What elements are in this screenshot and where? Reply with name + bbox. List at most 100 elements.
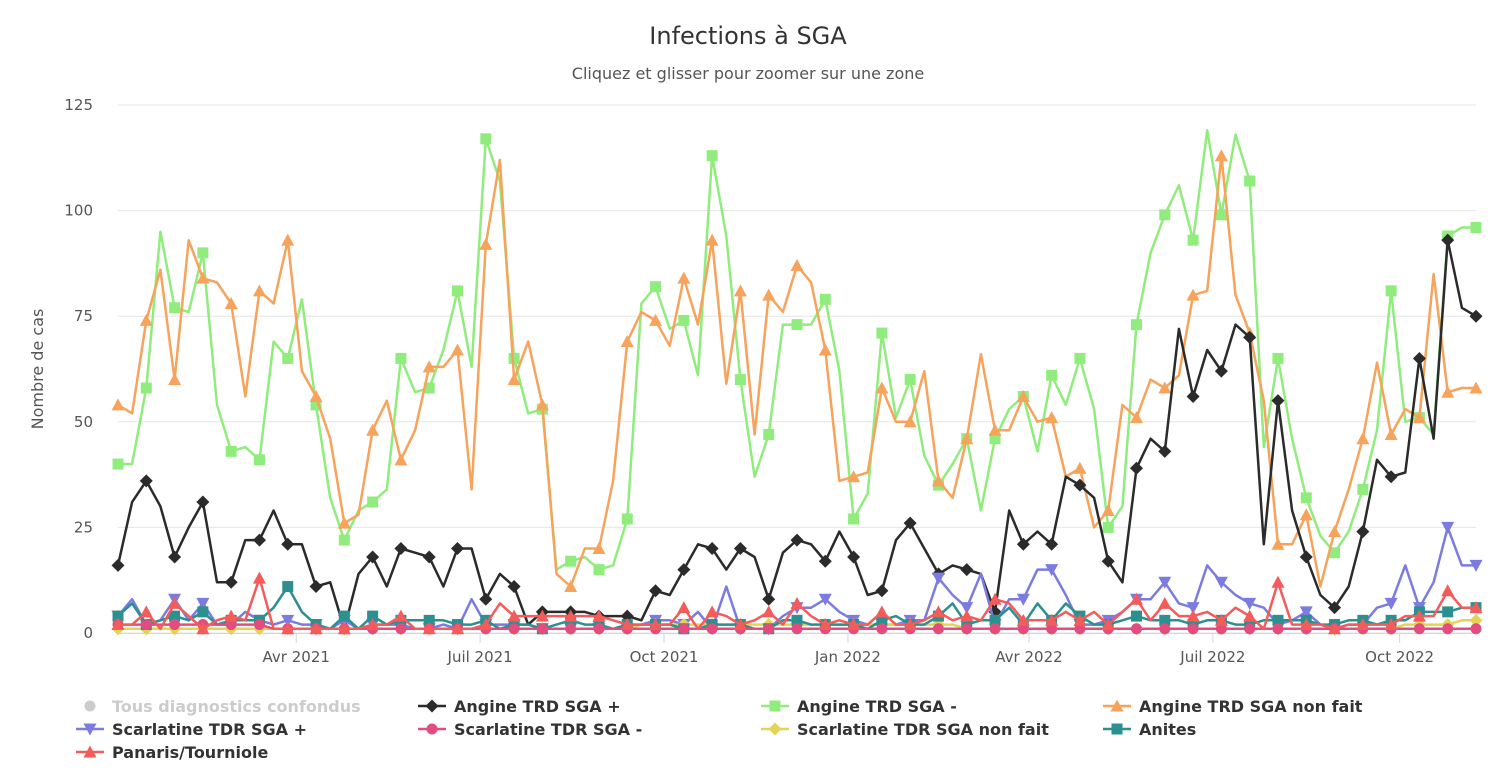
data-point-scarlatine-tdr-sga[interactable] <box>1470 623 1482 635</box>
data-point-panaris-tourniole[interactable] <box>1158 596 1172 609</box>
data-point-panaris-tourniole[interactable] <box>394 609 408 622</box>
data-point-angine-trd-sga-non-fait[interactable] <box>1214 149 1228 162</box>
data-point-anites[interactable] <box>197 606 209 618</box>
data-point-scarlatine-tdr-sga[interactable] <box>1187 623 1199 635</box>
data-point-angine-trd-sga-non-fait[interactable] <box>733 284 747 297</box>
data-point-scarlatine-tdr-sga[interactable] <box>989 623 1001 635</box>
data-point-scarlatine-tdr-sga[interactable] <box>1046 623 1058 635</box>
data-point-angine-trd-sga[interactable] <box>734 374 746 386</box>
data-point-angine-trd-sga[interactable] <box>196 495 210 509</box>
data-point-angine-trd-sga[interactable] <box>1045 537 1059 551</box>
data-point-scarlatine-tdr-sga[interactable] <box>1469 559 1483 572</box>
data-point-angine-trd-sga-non-fait[interactable] <box>479 237 493 250</box>
data-point-angine-trd-sga-non-fait[interactable] <box>1073 461 1087 474</box>
data-point-panaris-tourniole[interactable] <box>790 596 804 609</box>
data-point-angine-trd-sga-non-fait[interactable] <box>705 233 719 246</box>
data-point-scarlatine-tdr-sga[interactable] <box>565 623 577 635</box>
data-point-scarlatine-tdr-sga[interactable] <box>1442 623 1454 635</box>
data-point-angine-trd-sga-non-fait[interactable] <box>1016 389 1030 402</box>
data-point-angine-trd-sga-non-fait[interactable] <box>762 288 776 301</box>
data-point-angine-trd-sga[interactable] <box>1101 554 1115 568</box>
data-point-panaris-tourniole[interactable] <box>224 609 238 622</box>
data-point-angine-trd-sga-non-fait[interactable] <box>1412 411 1426 424</box>
data-point-scarlatine-tdr-sga[interactable] <box>763 623 775 635</box>
data-point-panaris-tourniole[interactable] <box>762 605 776 618</box>
data-point-scarlatine-tdr-sga[interactable] <box>1384 597 1398 610</box>
data-point-angine-trd-sga[interactable] <box>763 428 775 440</box>
data-point-angine-trd-sga[interactable] <box>1441 233 1455 247</box>
data-point-angine-trd-sga-non-fait[interactable] <box>847 470 861 483</box>
data-point-angine-trd-sga[interactable] <box>903 516 917 530</box>
data-point-angine-trd-sga[interactable] <box>848 513 860 525</box>
data-point-panaris-tourniole[interactable] <box>196 622 210 635</box>
data-point-angine-trd-sga[interactable] <box>507 580 521 594</box>
data-point-angine-trd-sga[interactable] <box>452 285 463 297</box>
plot-area[interactable] <box>111 129 1483 636</box>
data-point-angine-trd-sga-non-fait[interactable] <box>337 516 351 529</box>
data-point-angine-trd-sga-non-fait[interactable] <box>818 343 832 356</box>
data-point-panaris-tourniole[interactable] <box>252 571 266 584</box>
data-point-scarlatine-tdr-sga[interactable] <box>876 623 888 635</box>
data-point-angine-trd-sga[interactable] <box>168 550 182 564</box>
data-point-anites[interactable] <box>1272 614 1284 626</box>
data-point-anites[interactable] <box>1159 614 1171 626</box>
data-point-panaris-tourniole[interactable] <box>139 605 153 618</box>
legend-item-angine-trd-sga-non-fait[interactable]: Angine TRD SGA non fait <box>1103 697 1363 716</box>
data-point-angine-trd-sga-non-fait[interactable] <box>281 233 295 246</box>
legend-marker-icon[interactable] <box>768 722 782 736</box>
data-point-scarlatine-tdr-sga[interactable] <box>818 593 832 606</box>
data-point-angine-trd-sga-non-fait[interactable] <box>309 389 323 402</box>
legend-marker-icon[interactable] <box>83 745 97 758</box>
data-point-scarlatine-tdr-sga[interactable] <box>931 572 945 585</box>
data-point-angine-trd-sga[interactable] <box>310 399 322 411</box>
legend[interactable]: Tous diagnostics confondus Angine TRD SGA… <box>76 697 1363 762</box>
data-point-angine-trd-sga[interactable] <box>733 542 747 556</box>
data-point-angine-trd-sga-non-fait[interactable] <box>592 542 606 555</box>
data-point-angine-trd-sga[interactable] <box>139 474 153 488</box>
data-point-anites[interactable] <box>1442 606 1454 618</box>
data-point-angine-trd-sga-non-fait[interactable] <box>139 313 153 326</box>
data-point-angine-trd-sga-non-fait[interactable] <box>1356 432 1370 445</box>
series-angine-trd-sga-non-fait[interactable] <box>111 149 1483 593</box>
data-point-panaris-tourniole[interactable] <box>705 605 719 618</box>
data-point-angine-trd-sga-non-fait[interactable] <box>564 580 578 593</box>
legend-marker-icon[interactable] <box>84 700 96 712</box>
data-point-panaris-tourniole[interactable] <box>847 618 861 631</box>
data-point-angine-trd-sga-non-fait[interactable] <box>111 398 125 411</box>
data-point-angine-trd-sga[interactable] <box>1385 285 1397 297</box>
data-point-panaris-tourniole[interactable] <box>1073 613 1087 626</box>
data-point-angine-trd-sga[interactable] <box>1074 352 1086 364</box>
data-point-angine-trd-sga[interactable] <box>904 374 916 386</box>
data-point-angine-trd-sga[interactable] <box>1187 234 1199 246</box>
legend-marker-icon[interactable] <box>425 699 439 713</box>
data-point-angine-trd-sga-non-fait[interactable] <box>224 297 238 310</box>
series-line-angine-trd-sga-non-fait[interactable] <box>117 154 1476 588</box>
data-point-angine-trd-sga[interactable] <box>480 133 492 145</box>
data-point-angine-trd-sga[interactable] <box>1016 537 1030 551</box>
data-point-angine-trd-sga-non-fait[interactable] <box>252 284 266 297</box>
data-point-scarlatine-tdr-sga[interactable] <box>169 619 181 631</box>
data-point-scarlatine-tdr-sga[interactable] <box>961 623 973 635</box>
data-point-angine-trd-sga-non-fait[interactable] <box>960 432 974 445</box>
data-point-angine-trd-sga[interactable] <box>1470 221 1482 233</box>
data-point-angine-trd-sga[interactable] <box>1469 309 1483 323</box>
data-point-scarlatine-tdr-sga[interactable] <box>1272 623 1284 635</box>
data-point-scarlatine-tdr-sga[interactable] <box>395 623 407 635</box>
data-point-scarlatine-tdr-sga[interactable] <box>791 623 803 635</box>
data-point-scarlatine-tdr-sga[interactable] <box>706 623 718 635</box>
data-point-angine-trd-sga-non-fait[interactable] <box>1271 537 1285 550</box>
data-point-angine-trd-sga[interactable] <box>677 563 691 577</box>
data-point-angine-trd-sga[interactable] <box>1159 209 1171 221</box>
data-point-panaris-tourniole[interactable] <box>903 618 917 631</box>
data-point-anites[interactable] <box>791 614 803 626</box>
data-point-scarlatine-tdr-sga[interactable] <box>1016 593 1030 606</box>
data-point-angine-trd-sga[interactable] <box>281 537 295 551</box>
data-point-angine-trd-sga[interactable] <box>678 314 690 326</box>
data-point-angine-trd-sga[interactable] <box>1357 483 1369 495</box>
data-point-scarlatine-tdr-sga[interactable] <box>1186 602 1200 615</box>
legend-marker-icon[interactable] <box>1110 699 1124 712</box>
data-point-angine-trd-sga[interactable] <box>565 555 577 567</box>
data-point-angine-trd-sga[interactable] <box>169 302 181 314</box>
data-point-angine-trd-sga-non-fait[interactable] <box>1384 427 1398 440</box>
